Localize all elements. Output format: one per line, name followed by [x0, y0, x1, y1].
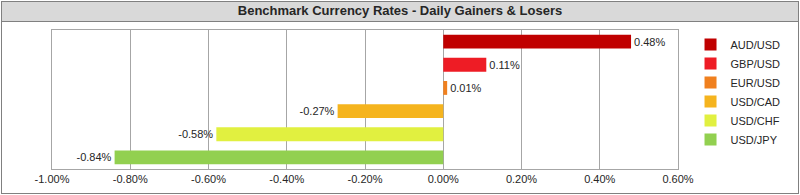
svg-text:-0.58%: -0.58% [178, 128, 213, 140]
svg-text:0.48%: 0.48% [634, 36, 665, 48]
svg-text:0.60%: 0.60% [662, 173, 693, 185]
html-text:Benchmark Currency Rates - Dai: Benchmark Currency Rates - Daily Gainers… [237, 3, 563, 18]
svg-text:-0.80%: -0.80% [113, 173, 148, 185]
svg-text:-0.27%: -0.27% [300, 105, 335, 117]
svg-text:0.00%: 0.00% [428, 173, 459, 185]
svg-text:USD/CHF: USD/CHF [731, 115, 780, 127]
svg-text:0.40%: 0.40% [584, 173, 615, 185]
svg-text:USD/JPY: USD/JPY [731, 134, 778, 146]
svg-text:EUR/USD: EUR/USD [731, 77, 781, 89]
svg-text:AUD/USD: AUD/USD [731, 39, 781, 51]
svg-text:-0.84%: -0.84% [77, 151, 112, 163]
svg-text:-0.60%: -0.60% [191, 173, 226, 185]
svg-text:USD/CAD: USD/CAD [731, 96, 781, 108]
svg-text:0.20%: 0.20% [506, 173, 537, 185]
svg-text:0.11%: 0.11% [489, 59, 520, 71]
svg-text:-1.00%: -1.00% [35, 173, 70, 185]
svg-text:GBP/USD: GBP/USD [731, 58, 781, 70]
svg-text:-0.40%: -0.40% [269, 173, 304, 185]
svg-text:-0.20%: -0.20% [348, 173, 383, 185]
svg-text:0.01%: 0.01% [450, 82, 481, 94]
